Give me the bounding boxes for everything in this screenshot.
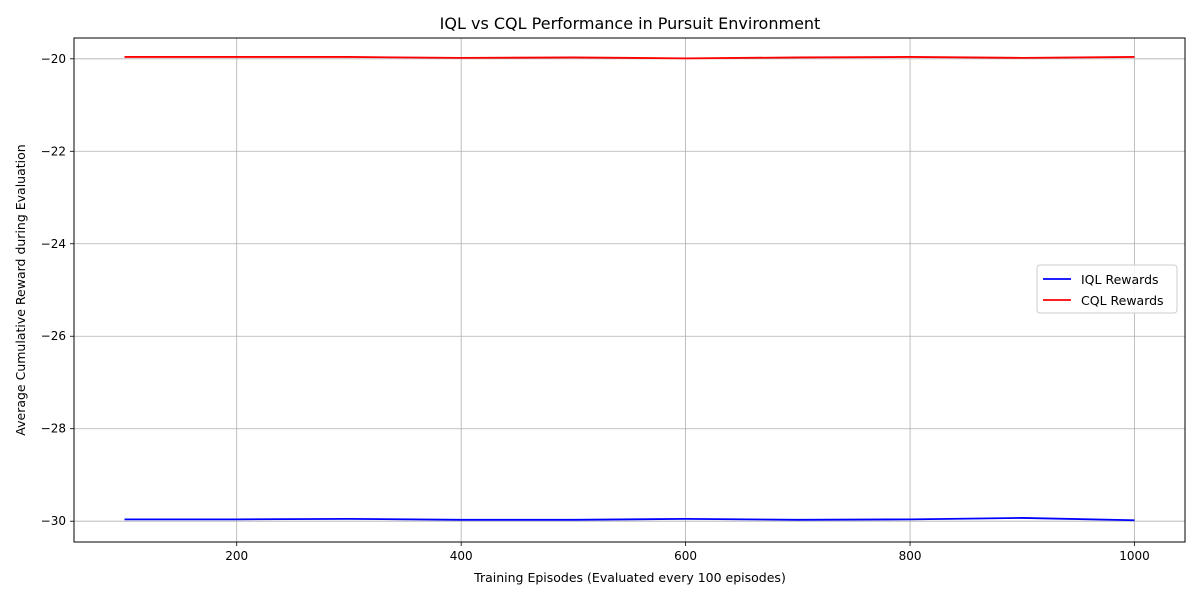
series-line-cql [124,56,1135,60]
x-tick-label: 400 [450,549,473,563]
y-ticks: −30 −28 −26 −24 −22 −20 [41,52,74,528]
y-tick-label: −24 [41,237,66,251]
legend-box [1036,264,1178,314]
series-lines [124,56,1135,522]
legend: IQL Rewards CQL Rewards [1036,264,1178,314]
x-tick-label: 1000 [1119,549,1150,563]
y-tick-label: −26 [41,329,66,343]
y-axis-label: Average Cumulative Reward during Evaluat… [13,144,28,435]
x-tick-label: 600 [674,549,697,563]
y-tick-label: −30 [41,514,66,528]
series-line-iql [124,517,1135,522]
y-tick-label: −28 [41,422,66,436]
x-axis-label: Training Episodes (Evaluated every 100 e… [473,570,786,585]
y-tick-label: −20 [41,52,66,66]
x-tick-label: 800 [899,549,922,563]
x-ticks: 200 400 600 800 1000 [225,542,1150,563]
x-tick-label: 200 [225,549,248,563]
axes-frame [73,37,1186,543]
legend-label-iql: IQL Rewards [1081,272,1159,287]
chart-title: IQL vs CQL Performance in Pursuit Enviro… [440,14,821,33]
legend-label-cql: CQL Rewards [1081,293,1164,308]
y-tick-label: −22 [41,144,66,158]
